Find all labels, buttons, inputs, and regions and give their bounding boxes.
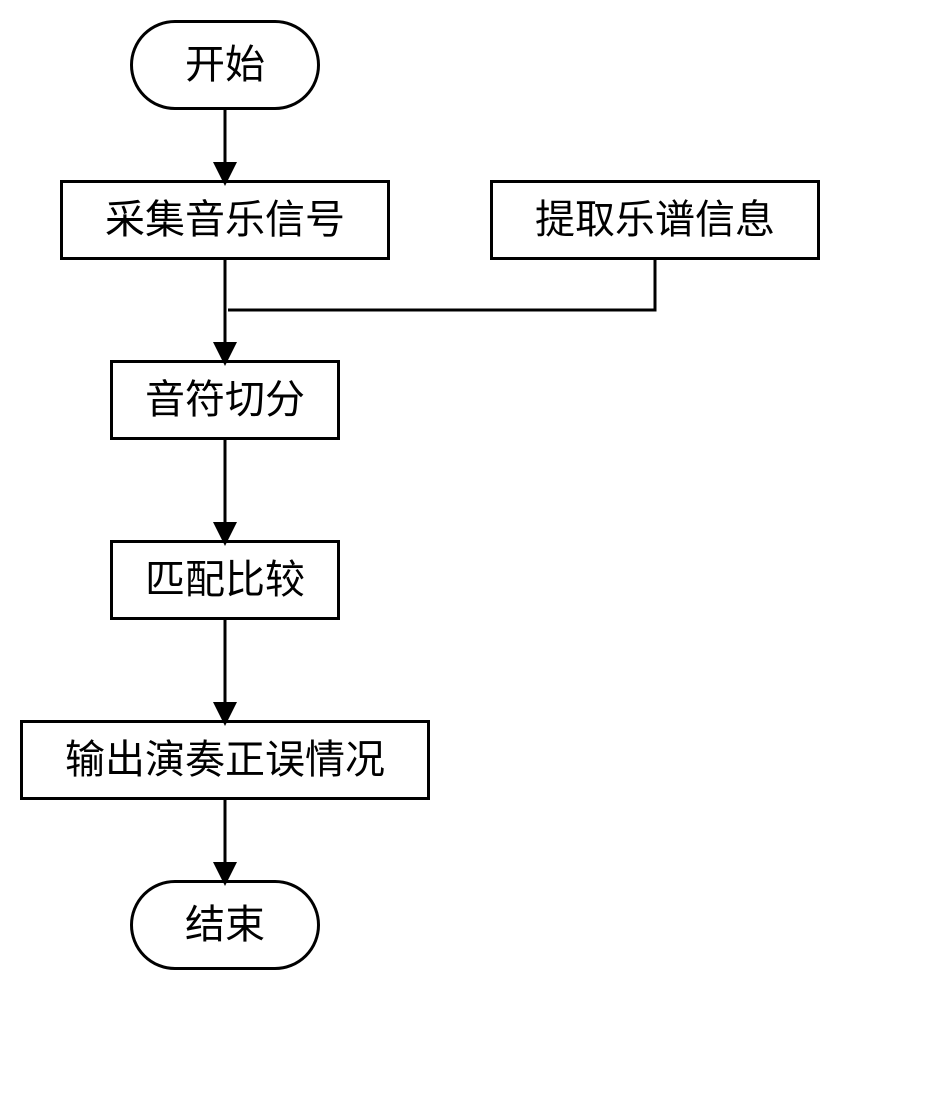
node-output-label: 输出演奏正误情况 <box>65 740 385 780</box>
node-start: 开始 <box>130 20 320 110</box>
node-match: 匹配比较 <box>110 540 340 620</box>
node-end: 结束 <box>130 880 320 970</box>
node-extract-label: 提取乐谱信息 <box>535 200 775 240</box>
node-segment: 音符切分 <box>110 360 340 440</box>
node-output: 输出演奏正误情况 <box>20 720 430 800</box>
node-segment-label: 音符切分 <box>145 380 305 420</box>
node-end-label: 结束 <box>185 905 265 945</box>
node-extract: 提取乐谱信息 <box>490 180 820 260</box>
node-match-label: 匹配比较 <box>145 560 305 600</box>
node-collect-label: 采集音乐信号 <box>105 200 345 240</box>
node-collect: 采集音乐信号 <box>60 180 390 260</box>
node-start-label: 开始 <box>185 45 265 85</box>
